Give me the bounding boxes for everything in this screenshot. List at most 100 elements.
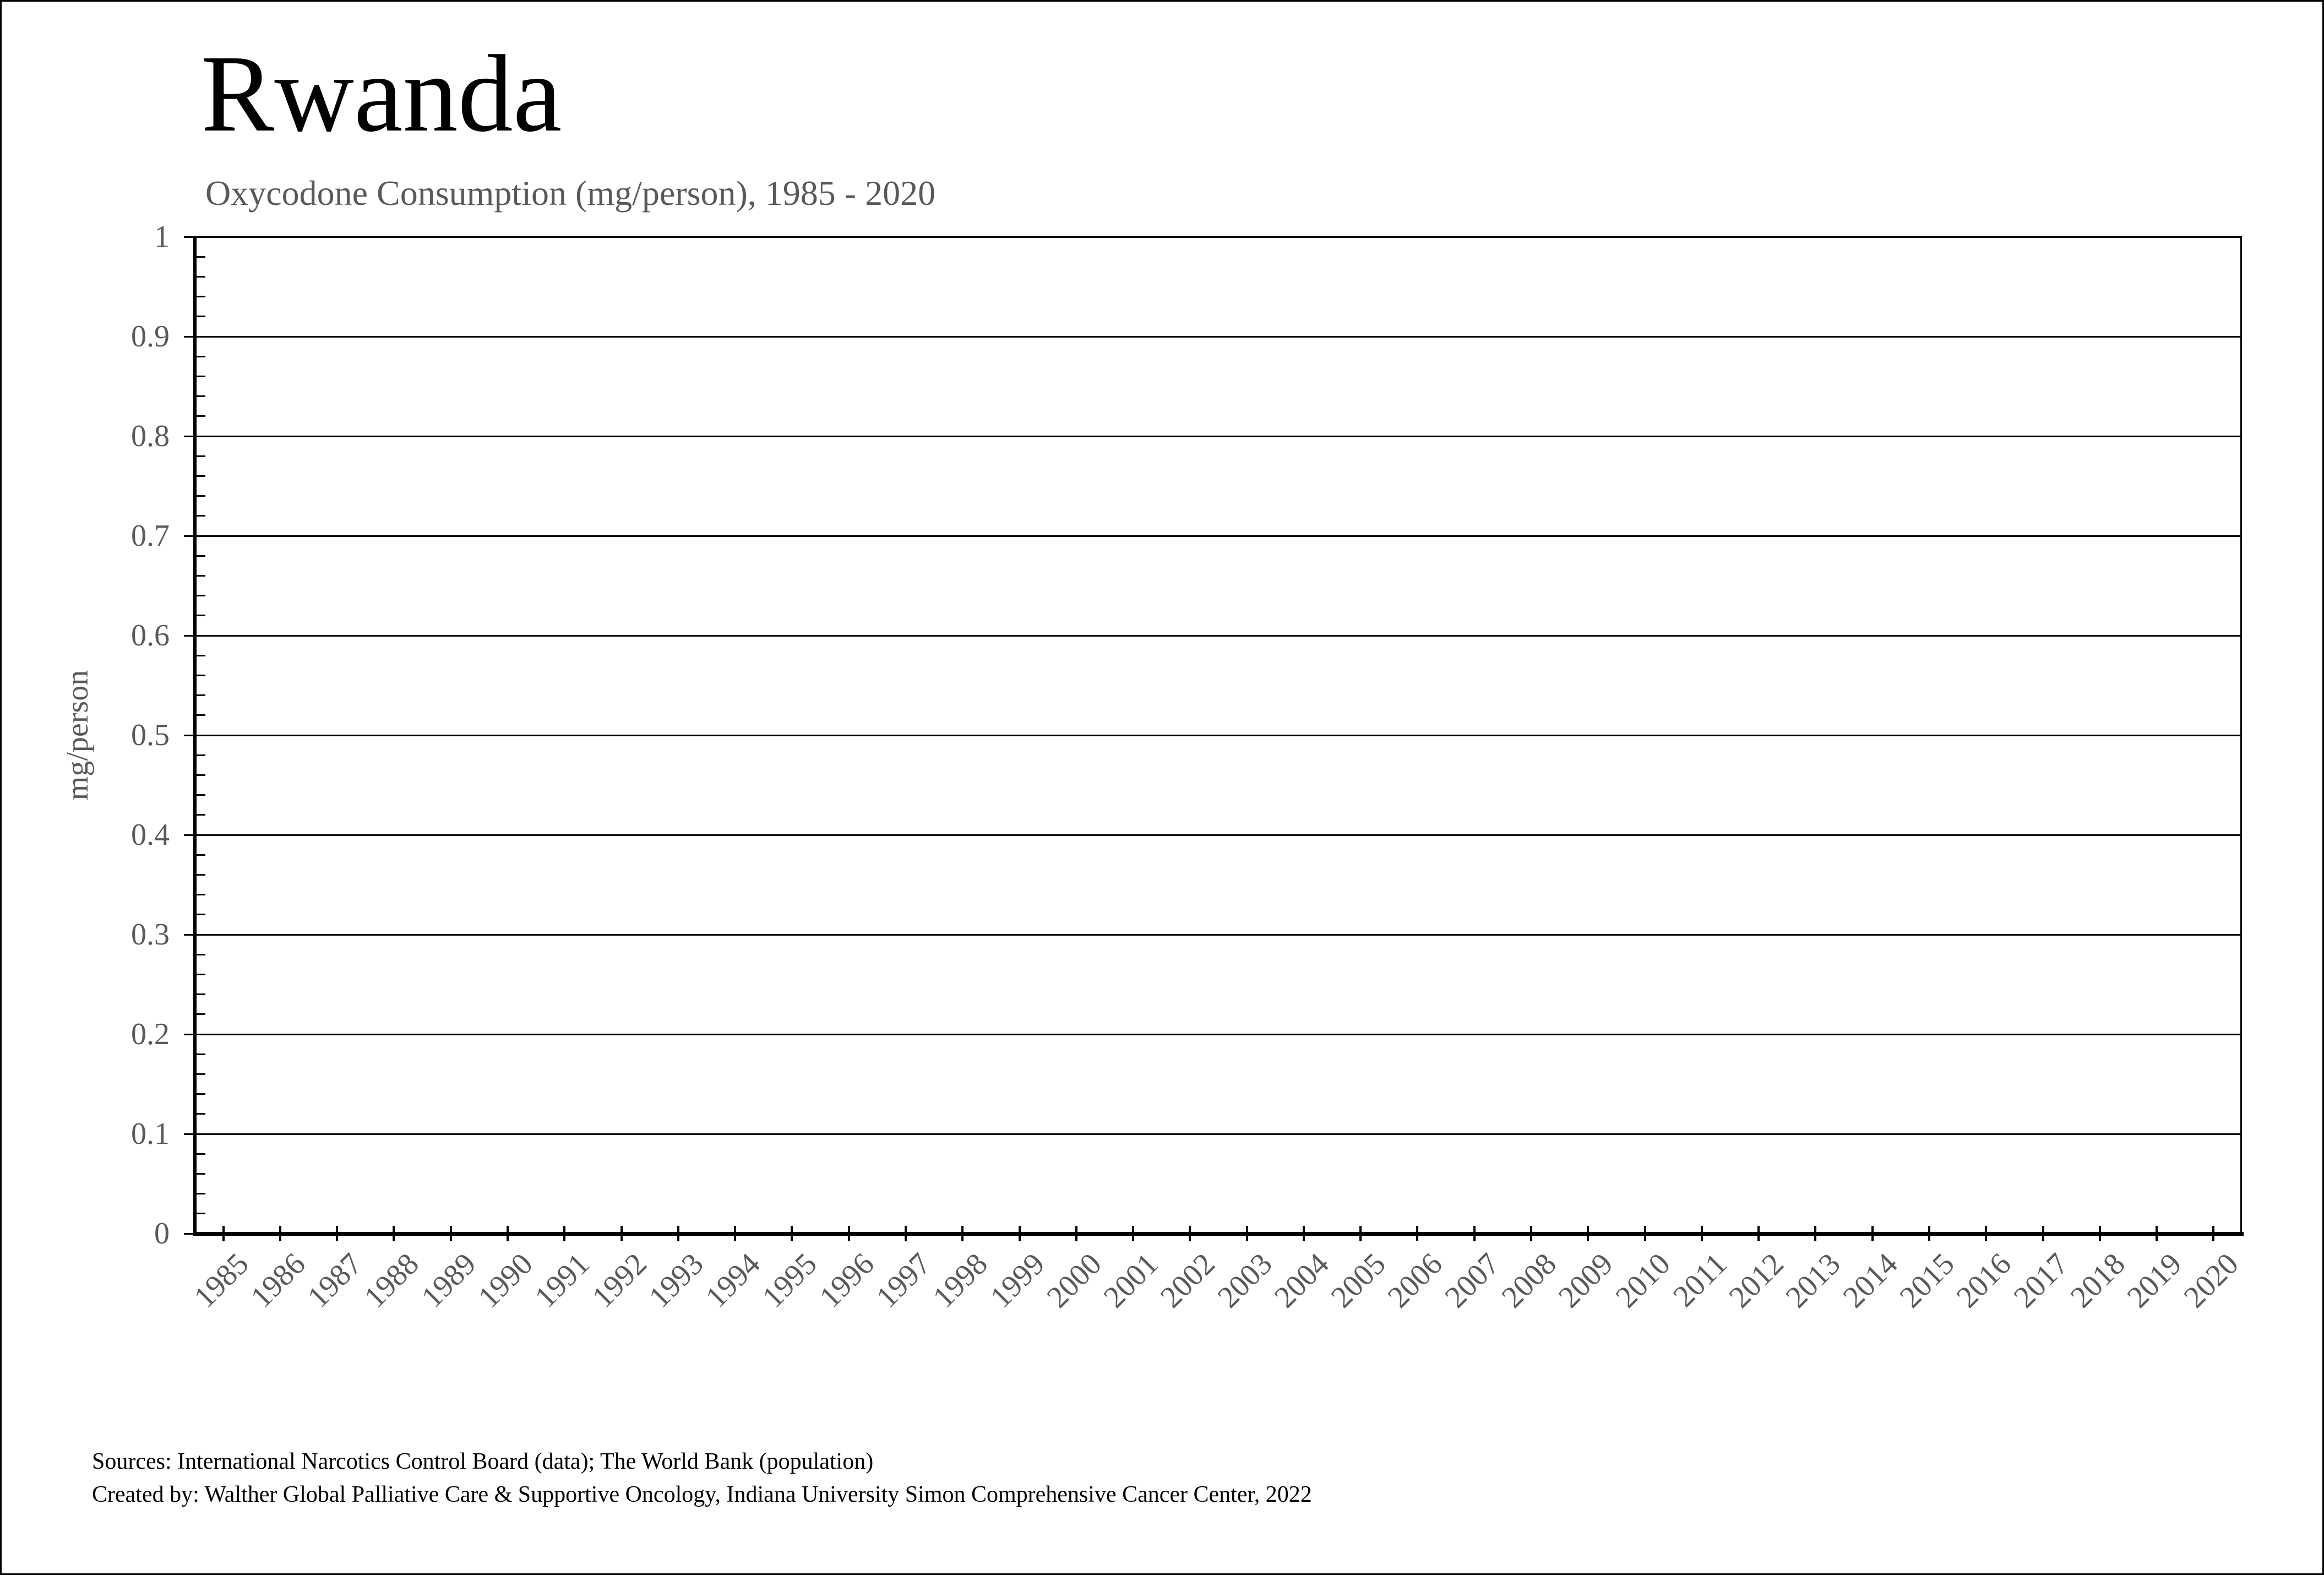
x-tick-label: 2010 xyxy=(1609,1246,1677,1315)
y-tick-label: 0.8 xyxy=(131,419,170,453)
x-tick-label: 1992 xyxy=(585,1246,654,1315)
y-minor-tick xyxy=(197,694,205,697)
x-tick-label: 2020 xyxy=(2178,1246,2246,1315)
y-minor-tick xyxy=(197,355,205,357)
y-gridline xyxy=(195,734,2242,736)
y-minor-tick xyxy=(197,674,205,676)
chart-title: Rwanda xyxy=(201,33,562,155)
y-tick-label: 0.5 xyxy=(131,718,170,752)
y-gridline xyxy=(195,236,2242,238)
y-gridline xyxy=(195,335,2242,338)
y-minor-tick xyxy=(197,794,205,796)
x-tick-label: 1994 xyxy=(699,1246,767,1315)
y-minor-tick xyxy=(197,714,205,716)
y-minor-tick xyxy=(197,1172,205,1175)
x-tick-label: 2005 xyxy=(1324,1246,1392,1315)
x-tick-label: 2017 xyxy=(2007,1246,2075,1315)
y-gridline xyxy=(195,634,2242,637)
y-minor-tick xyxy=(197,854,205,856)
x-tick-label: 2004 xyxy=(1267,1246,1336,1315)
y-minor-tick xyxy=(197,595,205,597)
y-tick-label: 0.3 xyxy=(131,917,170,952)
y-major-tick xyxy=(184,236,195,238)
y-minor-tick xyxy=(197,256,205,258)
y-major-tick xyxy=(184,335,195,338)
x-tick-label: 2013 xyxy=(1779,1246,1848,1315)
x-tick-label: 1990 xyxy=(471,1246,540,1315)
y-gridline xyxy=(195,535,2242,537)
y-axis xyxy=(193,237,197,1235)
y-minor-tick xyxy=(197,415,205,417)
y-major-tick xyxy=(184,435,195,437)
y-minor-tick xyxy=(197,1193,205,1195)
x-tick-label: 1988 xyxy=(358,1246,426,1315)
y-tick-label: 0.6 xyxy=(131,618,170,653)
y-gridline xyxy=(195,834,2242,836)
x-tick-label: 1998 xyxy=(926,1246,994,1315)
y-major-tick xyxy=(184,535,195,537)
y-gridline xyxy=(195,1133,2242,1135)
x-tick-label: 1985 xyxy=(187,1246,255,1315)
x-tick-label: 2016 xyxy=(1950,1246,2018,1315)
x-tick-label: 2018 xyxy=(2064,1246,2132,1315)
y-minor-tick xyxy=(197,774,205,776)
x-tick-label: 2009 xyxy=(1552,1246,1620,1315)
y-major-tick xyxy=(184,1232,195,1235)
x-tick-label: 2007 xyxy=(1438,1246,1506,1315)
x-tick-label: 2000 xyxy=(1040,1246,1108,1315)
y-minor-tick xyxy=(197,894,205,896)
y-minor-tick xyxy=(197,973,205,975)
y-gridline xyxy=(195,435,2242,437)
y-minor-tick xyxy=(197,873,205,876)
x-tick-label: 2001 xyxy=(1097,1246,1165,1315)
x-tick-label: 2019 xyxy=(2120,1246,2189,1315)
y-major-tick xyxy=(184,634,195,637)
x-tick-label: 1993 xyxy=(642,1246,710,1315)
y-minor-tick xyxy=(197,475,205,477)
y-minor-tick xyxy=(197,654,205,656)
x-tick-label: 1986 xyxy=(244,1246,312,1315)
y-tick-label: 0.9 xyxy=(131,319,170,354)
y-minor-tick xyxy=(197,455,205,457)
y-minor-tick xyxy=(197,296,205,298)
y-major-tick xyxy=(184,834,195,836)
x-tick-label: 1987 xyxy=(301,1246,369,1315)
y-major-tick xyxy=(184,1133,195,1135)
x-tick-label: 1997 xyxy=(869,1246,938,1315)
y-minor-tick xyxy=(197,515,205,517)
y-tick-label: 0.4 xyxy=(131,818,170,852)
plot-right-border xyxy=(2240,237,2242,1234)
y-tick-label: 0.7 xyxy=(131,519,170,553)
y-minor-tick xyxy=(197,495,205,497)
y-gridline xyxy=(195,1033,2242,1035)
x-tick-label: 2015 xyxy=(1893,1246,1961,1315)
y-minor-tick xyxy=(197,914,205,916)
x-tick-label: 1995 xyxy=(756,1246,824,1315)
y-minor-tick xyxy=(197,1113,205,1115)
y-minor-tick xyxy=(197,1153,205,1155)
y-major-tick xyxy=(184,1033,195,1035)
y-minor-tick xyxy=(197,814,205,816)
y-minor-tick xyxy=(197,1053,205,1055)
y-minor-tick xyxy=(197,275,205,278)
x-tick-label: 1991 xyxy=(528,1246,597,1315)
y-minor-tick xyxy=(197,316,205,318)
y-minor-tick xyxy=(197,395,205,398)
y-minor-tick xyxy=(197,1093,205,1095)
y-minor-tick xyxy=(197,615,205,617)
x-tick-label: 2006 xyxy=(1381,1246,1450,1315)
y-major-tick xyxy=(184,734,195,736)
y-minor-tick xyxy=(197,555,205,557)
y-gridline xyxy=(195,933,2242,936)
y-tick-label: 1 xyxy=(154,220,170,254)
x-tick-label: 2008 xyxy=(1495,1246,1563,1315)
y-minor-tick xyxy=(197,1213,205,1215)
y-minor-tick xyxy=(197,375,205,377)
x-tick-label: 1999 xyxy=(983,1246,1052,1315)
y-major-tick xyxy=(184,933,195,936)
chart-subtitle: Oxycodone Consumption (mg/person), 1985 … xyxy=(205,173,936,213)
y-minor-tick xyxy=(197,574,205,577)
y-minor-tick xyxy=(197,754,205,756)
x-tick-label: 2003 xyxy=(1211,1246,1279,1315)
